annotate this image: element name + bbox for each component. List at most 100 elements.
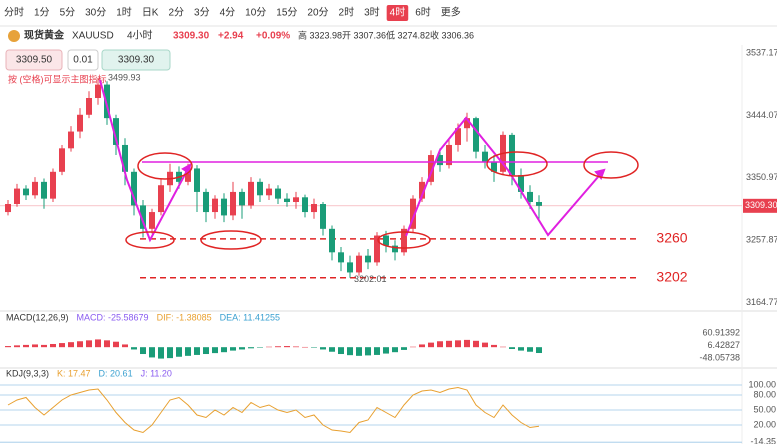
bid-box[interactable]	[5, 49, 63, 71]
interval[interactable]: 4时	[390, 7, 406, 19]
macd-dif: DIF: -1.38085	[157, 312, 212, 322]
macd-bar	[59, 343, 65, 348]
macd-bar	[518, 347, 524, 351]
drawings	[99, 79, 608, 243]
candle-body	[50, 171, 56, 199]
macd-bar	[536, 347, 542, 354]
candle-body	[203, 191, 209, 213]
arrow-head	[181, 163, 192, 175]
ask-box[interactable]	[101, 49, 171, 71]
macd-bar	[113, 341, 119, 348]
macd-bar	[446, 340, 452, 348]
interval[interactable]: 5分	[60, 7, 76, 19]
macd-bar	[203, 347, 209, 355]
candle-body	[77, 114, 83, 132]
interval[interactable]: 日K	[142, 8, 159, 19]
macd-bar	[23, 344, 29, 348]
macd-bar	[275, 346, 281, 348]
kdj-title: KDJ(9,3,3)	[6, 368, 49, 378]
macd-bar	[374, 347, 380, 355]
period[interactable]: 4小时	[127, 30, 153, 42]
macd-tick-label: 6.42827	[707, 340, 740, 350]
interval[interactable]: 15分	[276, 7, 297, 19]
candle-body	[518, 175, 524, 192]
macd-bar	[482, 342, 488, 348]
change: +2.94	[218, 31, 244, 42]
candle-body	[446, 144, 452, 166]
candle-body	[248, 181, 254, 206]
candle-body	[527, 191, 533, 202]
macd-bar	[50, 343, 56, 348]
macd-bar	[347, 347, 353, 356]
circles	[125, 151, 639, 250]
interval[interactable]: 1分	[34, 7, 50, 19]
candle-body	[194, 168, 200, 192]
candle-body	[86, 98, 92, 115]
candle-body	[104, 84, 110, 119]
y-tick-label: 3164.77	[746, 297, 777, 307]
trend-arrow	[99, 79, 191, 243]
candle-body	[473, 118, 479, 152]
candle-body	[185, 168, 191, 182]
candle-body	[41, 181, 47, 199]
high: 高 3323.98	[298, 29, 342, 40]
macd-bar	[293, 346, 299, 348]
trend-arrow	[405, 116, 605, 237]
interval[interactable]: 20分	[307, 7, 328, 19]
candle-body	[140, 205, 146, 229]
kdj-k_label: K: 17.47	[57, 368, 91, 378]
macd-bar	[5, 346, 11, 348]
candle-body	[239, 191, 245, 206]
macd-macd: MACD: -25.58679	[77, 312, 149, 322]
macd-bar	[221, 347, 227, 353]
low: 低 3274.82	[386, 29, 430, 40]
candle-body	[320, 204, 326, 229]
interval[interactable]: 4分	[220, 7, 236, 19]
candle-body	[374, 235, 380, 263]
macd-bar	[230, 347, 236, 351]
macd-bar	[509, 347, 515, 350]
candle-body	[95, 84, 101, 99]
macd-bar	[527, 347, 533, 352]
interval[interactable]: 2时	[339, 7, 355, 19]
macd-bar	[284, 346, 290, 348]
macd-bar	[95, 339, 101, 348]
interval[interactable]: 1时	[116, 7, 132, 19]
macd-bar	[32, 344, 38, 348]
candle-body	[419, 181, 425, 199]
interval-bg	[386, 5, 409, 21]
macd-title: MACD(12,26,9)	[6, 312, 69, 322]
candle-body	[365, 255, 371, 263]
macd-bar	[86, 340, 92, 348]
interval[interactable]: 2分	[168, 7, 184, 19]
circle	[125, 231, 175, 249]
interval[interactable]: 分时	[4, 7, 24, 19]
kdj-tick-label: 20.00	[753, 419, 776, 429]
macd-bar	[311, 347, 317, 348]
interval[interactable]: 30分	[85, 7, 106, 19]
candle-body	[221, 198, 227, 216]
candle-body	[392, 245, 398, 253]
macd-bar	[248, 347, 254, 349]
interval[interactable]: 更多	[441, 6, 461, 19]
macd-bar	[194, 347, 200, 355]
candle-body	[212, 198, 218, 213]
low-label: 3202.01	[354, 274, 387, 284]
candle-body	[158, 185, 164, 213]
change-pct: +0.09%	[256, 31, 290, 42]
interval[interactable]: 3分	[194, 7, 210, 19]
macd-bar	[500, 346, 506, 348]
interval[interactable]: 6时	[415, 7, 431, 19]
candle-body	[131, 171, 137, 206]
candle-body	[14, 188, 20, 205]
candle-body	[455, 128, 461, 145]
interval[interactable]: 3时	[364, 7, 380, 19]
macd-tick-label: 60.91392	[702, 328, 740, 338]
macd-tick-label: -48.05738	[699, 353, 740, 363]
lot-box[interactable]	[67, 49, 99, 71]
current-price: 3309.30	[745, 200, 777, 210]
macd-bar	[329, 347, 335, 352]
interval[interactable]: 10分	[245, 7, 266, 19]
candle-body	[401, 228, 407, 253]
